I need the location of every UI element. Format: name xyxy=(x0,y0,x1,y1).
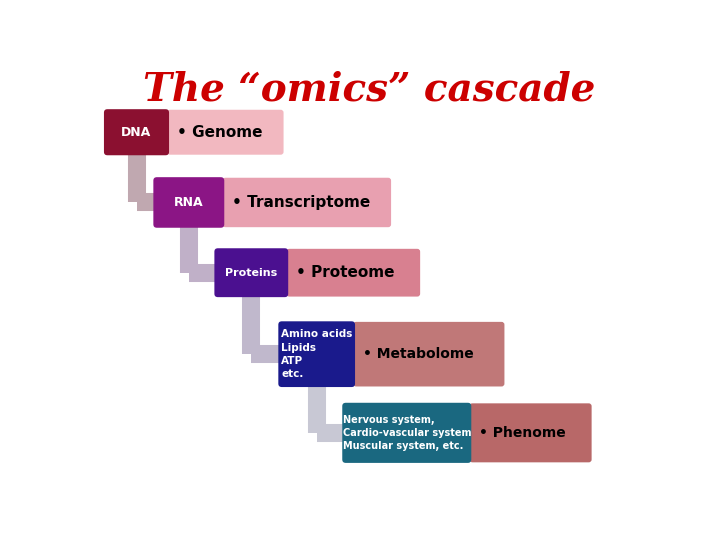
FancyBboxPatch shape xyxy=(354,322,505,387)
Text: DNA: DNA xyxy=(122,126,152,139)
FancyBboxPatch shape xyxy=(153,177,224,228)
Polygon shape xyxy=(218,262,230,283)
FancyBboxPatch shape xyxy=(342,403,472,463)
FancyBboxPatch shape xyxy=(167,110,284,154)
Text: Proteins: Proteins xyxy=(225,268,277,278)
Text: Amino acids
Lipids
ATP
etc.: Amino acids Lipids ATP etc. xyxy=(281,329,352,379)
Text: • Genome: • Genome xyxy=(177,125,263,140)
Text: • Transcriptome: • Transcriptome xyxy=(233,195,371,210)
FancyBboxPatch shape xyxy=(222,178,391,227)
FancyBboxPatch shape xyxy=(287,249,420,296)
Polygon shape xyxy=(157,192,170,213)
Text: • Phenome: • Phenome xyxy=(480,426,566,440)
Text: RNA: RNA xyxy=(174,196,204,209)
Polygon shape xyxy=(282,344,294,365)
FancyBboxPatch shape xyxy=(279,321,355,387)
FancyBboxPatch shape xyxy=(215,248,288,297)
Text: The “omics” cascade: The “omics” cascade xyxy=(143,70,595,109)
Text: • Proteome: • Proteome xyxy=(297,265,395,280)
FancyBboxPatch shape xyxy=(469,403,592,462)
Polygon shape xyxy=(346,423,359,443)
Text: Nervous system,
Cardio-vascular system
Muscular system, etc.: Nervous system, Cardio-vascular system M… xyxy=(343,415,471,451)
Text: • Metabolome: • Metabolome xyxy=(363,347,474,361)
FancyBboxPatch shape xyxy=(104,109,169,156)
